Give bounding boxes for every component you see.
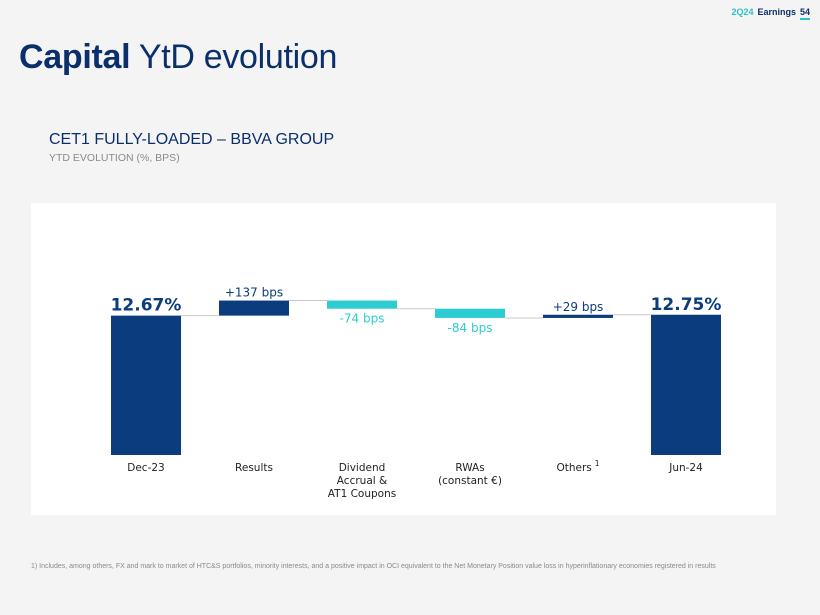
page-number: 54 [799, 7, 810, 20]
data-label-3: -74 bps [340, 312, 385, 326]
data-label-2: +137 bps [225, 286, 283, 300]
footnote: 1) Includes, among others, FX and mark t… [31, 563, 716, 570]
category-label-6: Jun-24 [668, 462, 703, 474]
data-label-5: +29 bps [553, 300, 604, 314]
category-label-4: RWAs (constant €) [438, 462, 502, 487]
page-title-bold: Capital [19, 38, 131, 76]
chart-subtitle: YTD EVOLUTION (%, BPS) [49, 152, 180, 164]
data-label-6: 12.75% [651, 295, 722, 315]
category-label-5: Others 1 [556, 459, 599, 474]
footnote-marker: 1 [595, 459, 600, 468]
waterfall-chart: 12.67% Dec-23 +137 bps Results -74 bps Divide… [111, 286, 722, 500]
chart-title: CET1 FULLY-LOADED – BBVA GROUP [49, 131, 335, 148]
chart-panel: 12.67% Dec-23 +137 bps Results -74 bps Divide… [31, 203, 776, 515]
bar-dividend [327, 300, 397, 309]
data-label-4: -84 bps [448, 321, 493, 335]
category-label-1: Dec-23 [127, 462, 164, 474]
bar-rwas [435, 308, 505, 318]
page-title-rest: YtD evolution [138, 38, 338, 76]
bar-others [543, 314, 613, 318]
bar-jun-24 [651, 314, 721, 455]
bar-results [219, 300, 289, 316]
data-label-1: 12.67% [111, 296, 182, 316]
report-label: Earnings [757, 7, 796, 17]
report-period: 2Q24 [731, 7, 754, 17]
bar-dec-23 [111, 315, 181, 455]
page-title: Capital YtD evolution [19, 38, 337, 77]
category-label-2: Results [235, 462, 273, 474]
category-label-3: Dividend Accrual & AT1 Coupons [328, 462, 396, 500]
page-header: 2Q24 Earnings 54 [731, 7, 810, 20]
